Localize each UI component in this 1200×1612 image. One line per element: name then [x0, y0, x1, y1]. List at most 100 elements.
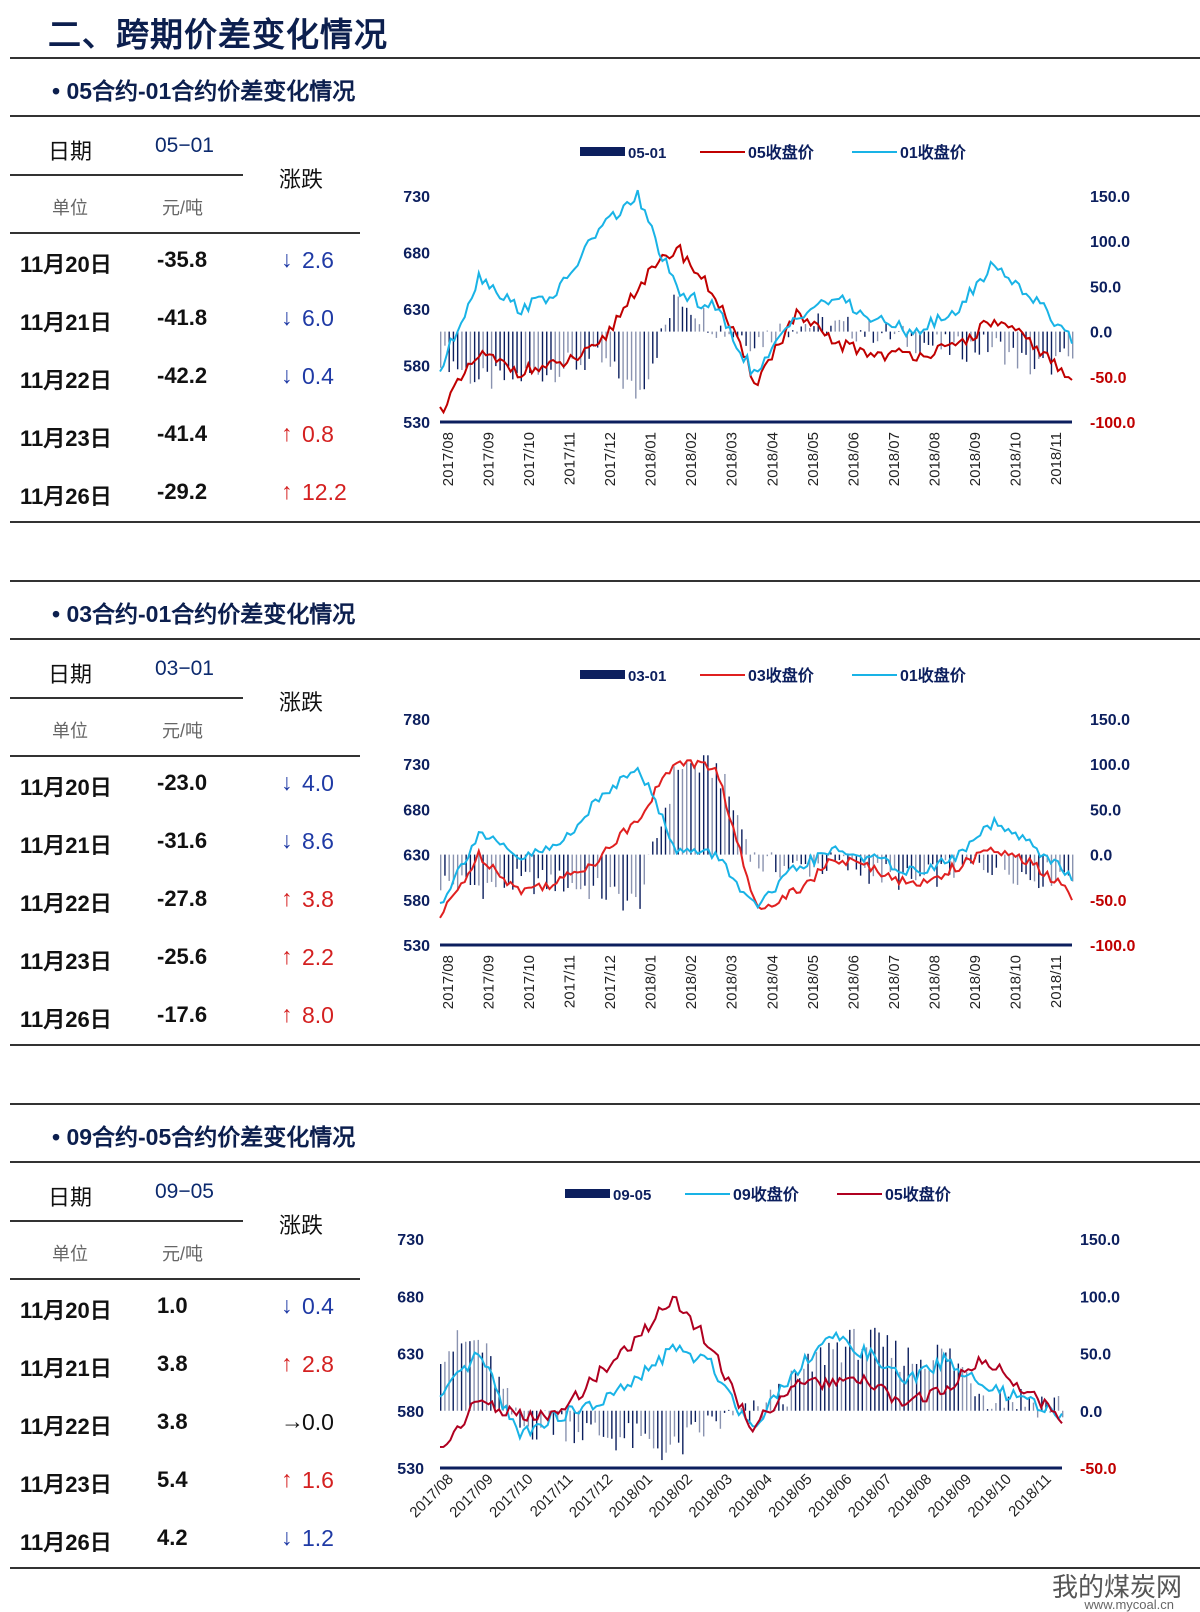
- row-change-arrow: ↓: [281, 1292, 293, 1318]
- left-axis-tick-label: 630: [403, 848, 430, 865]
- spread-bar: [1016, 854, 1019, 885]
- row-spread-value: -41.4: [157, 421, 208, 446]
- spread-bar: [506, 1388, 509, 1411]
- left-axis-tick-label: 680: [397, 1289, 424, 1306]
- spread-bar: [813, 326, 815, 332]
- spread-bar: [495, 331, 497, 367]
- row-change-value: 0.4: [302, 1293, 334, 1319]
- spread-bar: [541, 854, 544, 870]
- x-tick-label: 2018/05: [765, 1471, 815, 1521]
- spread-bar: [732, 810, 735, 855]
- watermark-url: www.mycoal.cn: [1084, 1597, 1174, 1612]
- change-header: 涨跌: [279, 690, 324, 715]
- spread-bar: [1029, 854, 1031, 881]
- spread-bar: [639, 331, 641, 390]
- chart-0: 730 680 630 580 530 150.0 100.0 50.0 0.0 -50.0 -10…: [403, 143, 1135, 486]
- left-axis-tick-label: 680: [403, 246, 430, 263]
- spread-bar: [736, 331, 739, 338]
- left-axis-tick-label: 580: [403, 359, 430, 376]
- spread-bar: [456, 1330, 459, 1411]
- spread-bar: [1024, 1406, 1026, 1411]
- series-line-09收盘价: [439, 1330, 1063, 1441]
- row-date: 11月22日: [20, 1414, 112, 1439]
- spread-bar: [531, 1410, 534, 1440]
- legend-label: 01收盘价: [900, 666, 967, 685]
- spread-bar: [915, 331, 917, 354]
- row-date: 11月23日: [20, 426, 112, 451]
- spread-bar: [995, 331, 998, 339]
- watermark-logo: 我的煤炭网: [1051, 1572, 1182, 1602]
- right-axis-tick-label: 0.0: [1090, 848, 1112, 865]
- spread-bar: [669, 803, 671, 855]
- spread-bar: [1012, 854, 1015, 884]
- spread-bar: [664, 807, 667, 855]
- spread-bar: [707, 755, 709, 855]
- spread-bar: [648, 1410, 651, 1439]
- spread-bar: [1046, 331, 1048, 355]
- spread-bar: [819, 1347, 822, 1411]
- spread-bar: [444, 1361, 446, 1411]
- spread-bar: [800, 326, 802, 332]
- spread-bar: [569, 1410, 571, 1422]
- row-change-value: 8.0: [302, 1002, 334, 1028]
- spread-bar: [961, 1367, 964, 1411]
- spread-bar: [440, 1364, 442, 1411]
- x-tick-label: 2018/08: [885, 1471, 935, 1521]
- row-change-value: 2.8: [302, 1351, 334, 1377]
- spread-bar: [853, 1328, 855, 1411]
- spread-bar: [707, 1410, 709, 1416]
- spread-bar: [677, 296, 679, 332]
- x-tick-label: 2017/11: [562, 955, 579, 1008]
- spread-bar: [728, 796, 730, 855]
- spread-bar: [1059, 854, 1061, 872]
- right-axis-tick-label: -50.0: [1090, 370, 1127, 387]
- spread-bar: [1072, 331, 1074, 359]
- spread-bar: [906, 854, 908, 869]
- spread-bar: [1038, 331, 1040, 359]
- spread-bar: [957, 331, 959, 337]
- spread-bar: [1067, 854, 1070, 876]
- spread-bar: [669, 318, 671, 332]
- spread-bar: [615, 1410, 617, 1451]
- spread-bar: [799, 1378, 801, 1411]
- x-tick-label: 2017/10: [521, 955, 538, 1009]
- spread-bar: [524, 331, 527, 369]
- spread-bar: [681, 769, 684, 855]
- spread-bar: [779, 323, 781, 332]
- legend-label: 09-05: [613, 1187, 651, 1204]
- spread-bar: [982, 331, 985, 335]
- spread-bar: [673, 766, 675, 855]
- x-tick-label: 2018/02: [683, 955, 700, 1009]
- section-title-divider: [10, 115, 1200, 117]
- row-spread-value: 5.4: [157, 1467, 188, 1492]
- spread-bar: [919, 854, 921, 877]
- spread-bar: [711, 777, 713, 855]
- row-change-arrow: ↓: [281, 1524, 293, 1550]
- spread-bar: [485, 1343, 488, 1411]
- spread-bar: [782, 1404, 784, 1411]
- spread-bar: [970, 854, 972, 864]
- spread-bar: [982, 1395, 985, 1411]
- row-change-arrow: ↑: [281, 943, 293, 969]
- table-header-line: [10, 1220, 243, 1222]
- page-title: 二、跨期价差变化情况: [48, 16, 388, 53]
- spread-bar: [630, 854, 633, 894]
- spread-bar: [598, 1410, 601, 1436]
- spread-bar: [682, 1410, 684, 1455]
- spread-bar: [622, 854, 624, 911]
- spread-bar: [558, 331, 561, 377]
- spread-bar: [881, 854, 883, 883]
- row-date: 11月20日: [20, 775, 112, 800]
- left-axis-tick-label: 730: [403, 189, 430, 206]
- spread-bar: [874, 1327, 876, 1411]
- date-header: 日期: [48, 662, 93, 687]
- x-tick-label: 2017/09: [446, 1471, 496, 1521]
- spread-bar: [490, 1356, 492, 1411]
- spread-bar: [715, 1410, 717, 1422]
- spread-bar: [665, 1410, 667, 1453]
- spread-bar: [554, 331, 556, 383]
- spread-bar: [1042, 331, 1044, 359]
- spread-bar: [741, 829, 743, 855]
- x-tick-label: 2018/11: [1005, 1471, 1055, 1521]
- series-line-01收盘价: [439, 766, 1073, 910]
